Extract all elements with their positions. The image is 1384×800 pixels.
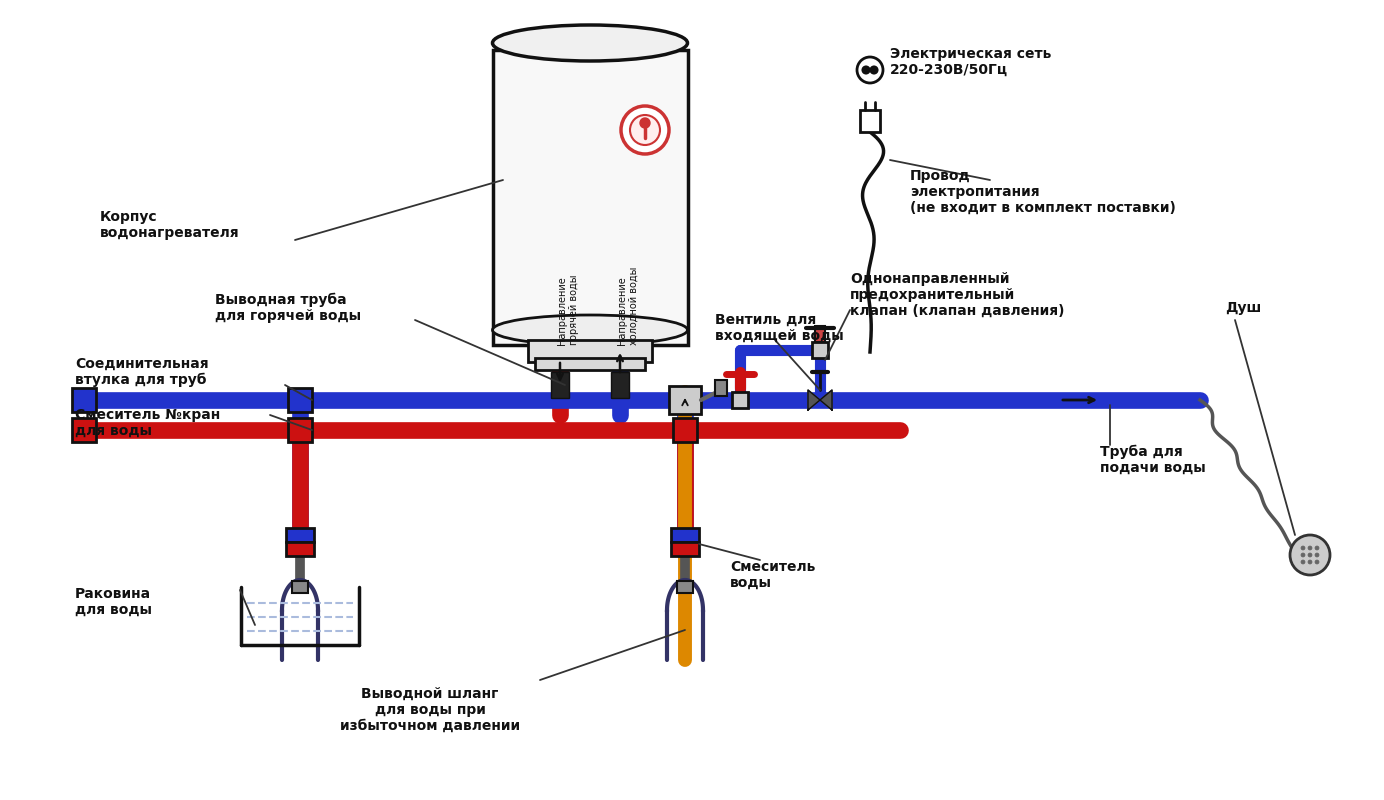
Text: Однонаправленный
предохранительный
клапан (клапан давления): Однонаправленный предохранительный клапа… [850,272,1064,318]
Text: Раковина
для воды: Раковина для воды [75,587,152,617]
Bar [288,388,311,412]
Text: Соединительная
втулка для труб: Соединительная втулка для труб [75,357,209,387]
Bar [673,388,698,412]
Text: Выводной шланг
для воды при
избыточном давлении: Выводной шланг для воды при избыточном д… [340,686,520,733]
Text: Смеситель
воды: Смеситель воды [729,560,815,590]
Bar [815,326,825,342]
Circle shape [1290,535,1330,575]
Bar [716,380,727,396]
Circle shape [639,118,650,128]
Text: Выводная труба
для горячей воды: Выводная труба для горячей воды [215,293,361,323]
Ellipse shape [493,315,688,345]
Bar [859,110,880,132]
Circle shape [1315,546,1319,550]
Bar [529,340,652,362]
Circle shape [862,66,869,74]
Bar [286,528,314,542]
Bar [72,418,95,442]
Text: Провод
электропитания
(не входит в комплект поставки): Провод электропитания (не входит в компл… [911,169,1176,215]
Text: Смеситель №кран
для воды: Смеситель №кран для воды [75,408,220,438]
Circle shape [857,57,883,83]
Text: Направление
холодной воды: Направление холодной воды [617,266,639,345]
Bar [673,418,698,442]
Bar [292,581,309,593]
Bar [288,418,311,442]
Bar [610,372,628,398]
Bar [732,392,747,408]
Polygon shape [808,390,819,410]
Circle shape [621,106,668,154]
Bar [668,386,702,414]
Text: Труба для
подачи воды: Труба для подачи воды [1100,445,1205,475]
Circle shape [1308,553,1312,557]
Bar [551,372,569,398]
Bar [286,542,314,556]
Text: Душ: Душ [1225,301,1261,315]
Circle shape [1301,546,1305,550]
Bar [536,358,645,370]
Bar [671,528,699,542]
Circle shape [1301,553,1305,557]
Text: Электрическая сеть
220-230В/50Гц: Электрическая сеть 220-230В/50Гц [890,47,1052,77]
Circle shape [1315,553,1319,557]
Polygon shape [819,390,832,410]
Circle shape [871,66,877,74]
Circle shape [1308,546,1312,550]
Ellipse shape [493,25,688,61]
Bar [493,50,688,345]
Bar [72,388,95,412]
Bar [812,342,828,358]
Bar [677,581,693,593]
Circle shape [1301,560,1305,564]
Bar [671,542,699,556]
Text: Вентиль для
входящей воды: Вентиль для входящей воды [716,313,844,343]
Circle shape [1315,560,1319,564]
Text: Направление
горячей воды: Направление горячей воды [558,274,579,345]
Text: Корпус
водонагревателя: Корпус водонагревателя [100,210,239,240]
Circle shape [1308,560,1312,564]
Circle shape [630,115,660,145]
